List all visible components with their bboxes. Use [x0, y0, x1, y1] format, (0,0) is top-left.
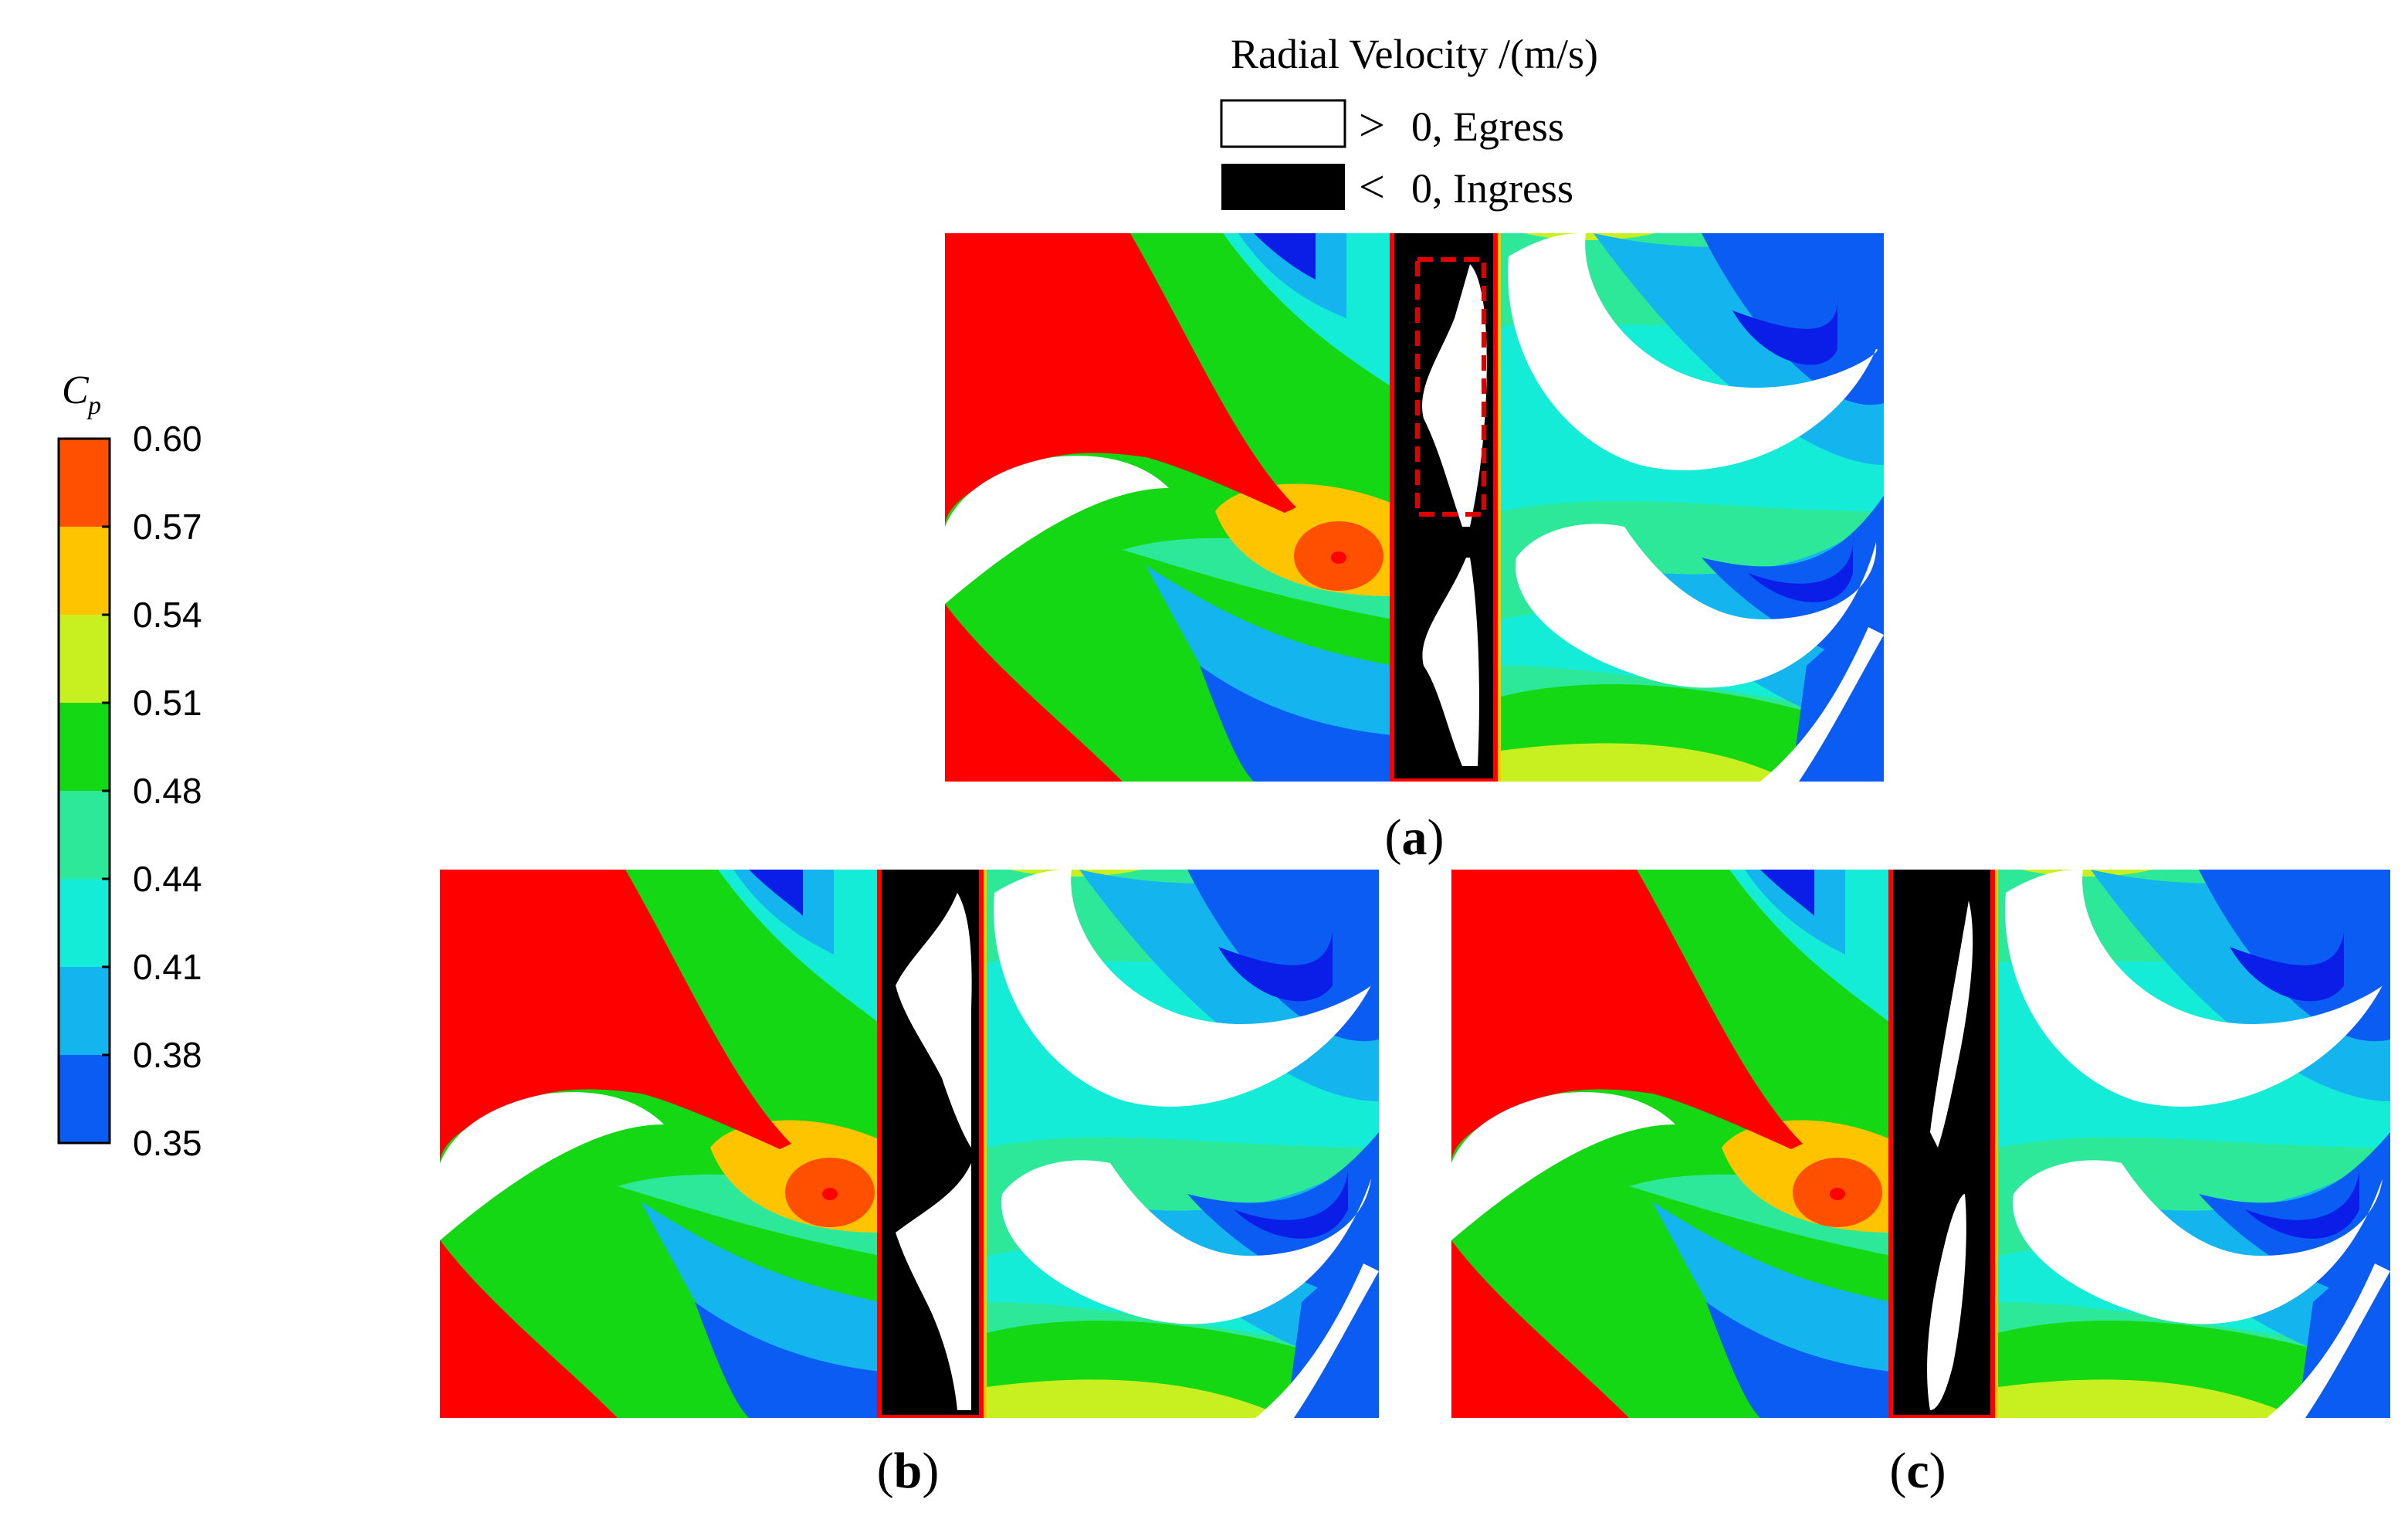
- rotor-blade-2: [1001, 1160, 1371, 1324]
- ingress-symbol: <: [1359, 161, 1385, 212]
- rotor-deepblue-upper: [2230, 931, 2344, 1002]
- egress-region: [1422, 264, 1487, 766]
- panel-c-label: (c): [1889, 1443, 1946, 1499]
- rotor-blade-3: [1760, 627, 1884, 782]
- panel-a-label: (a): [1385, 809, 1444, 866]
- colorbar-subscript: p: [86, 392, 101, 420]
- ingress-swatch: [1221, 164, 1345, 210]
- stator-vane-lower: [440, 1240, 618, 1418]
- gap-edge-warm: [1995, 870, 1998, 1418]
- stator-deep-blue-zone: [1706, 1302, 1892, 1418]
- colorbar-band: [59, 703, 110, 792]
- stator-vane-white: [1451, 1092, 1675, 1240]
- rotor-blade-3: [2267, 1263, 2390, 1418]
- gap-edge-right: [979, 870, 984, 1418]
- rotor-blue-lower: [2199, 1132, 2390, 1302]
- stator-upper-lightblue: [733, 870, 834, 955]
- stator-vane-white: [945, 456, 1169, 604]
- gap-edge-left: [877, 870, 882, 1418]
- stator-upper-lightblue: [1238, 233, 1346, 318]
- stator-deep-blue-zone: [695, 1302, 880, 1418]
- stator-vane-upper: [1451, 870, 1803, 1163]
- rotor-blue-upper: [1702, 233, 1884, 405]
- rotor-blade-1: [1508, 233, 1878, 470]
- colorbar-ticks: 0.60 0.57 0.54 0.51 0.48 0.44 0.41 0.38 0.35: [102, 419, 202, 1163]
- rotor-blue-lower: [1702, 496, 1884, 666]
- colorbar-tick-label: 0.48: [133, 771, 202, 811]
- rotor-blade-1: [2005, 870, 2383, 1107]
- egress-symbol: >: [1359, 100, 1385, 151]
- stator-upper-deepblue: [1254, 233, 1316, 280]
- stator-vane-lower: [1451, 1240, 1629, 1418]
- colorbar-tick-label: 0.35: [133, 1123, 202, 1163]
- colorbar-tick-label: 0.44: [133, 859, 202, 899]
- egress-label: 0, Egress: [1411, 103, 1564, 150]
- stator-peak-zone: [822, 1188, 838, 1200]
- ingress-label: 0, Ingress: [1411, 165, 1573, 212]
- stator-vane-white: [440, 1092, 664, 1240]
- colorbar-tick-label: 0.60: [133, 419, 202, 459]
- rotor-blade-2: [2013, 1160, 2383, 1324]
- stator-peak-zone: [1331, 551, 1346, 564]
- gap-edge-left: [1888, 870, 1893, 1418]
- gap-edge-right: [1493, 233, 1498, 782]
- colorbar-tick-label: 0.41: [133, 947, 202, 987]
- rotor-blade-1: [994, 870, 1372, 1107]
- colorbar-band: [59, 791, 110, 880]
- egress-region: [1927, 900, 1973, 1410]
- colorbar-band: [59, 967, 110, 1056]
- highlight-box: [1415, 257, 1486, 517]
- rotor-deepblue-lower: [2245, 1171, 2359, 1239]
- rotor-deepblue-upper: [1218, 931, 1333, 1002]
- stator-upper-deepblue: [1760, 870, 1814, 916]
- colorbar-band: [59, 615, 110, 704]
- rotor-blue-upper: [1187, 870, 1379, 1042]
- rotor-yellowgreen-band: [987, 1379, 1286, 1418]
- gap-edge-warm: [984, 870, 987, 1418]
- egress-region: [896, 893, 972, 1410]
- stator-upper-deepblue: [749, 870, 803, 916]
- radial-velocity-legend: Radial Velocity /(m/s) > 0, Egress < 0, …: [1220, 31, 1598, 212]
- rotor-blue-lower: [1187, 1132, 1379, 1302]
- gap-edge-right: [1990, 870, 1995, 1418]
- colorbar-tick-label: 0.57: [133, 507, 202, 547]
- colorbar-band: [59, 1055, 110, 1144]
- radial-velocity-title: Radial Velocity /(m/s): [1231, 31, 1598, 77]
- stator-peak-zone: [1830, 1188, 1845, 1200]
- rotor-deepblue-upper: [1732, 295, 1838, 365]
- egress-swatch: [1220, 99, 1346, 148]
- cp-colorbar: C p 0.60 0.57 0.54 0.51 0.48 0.44 0.41 0.38 0.35: [57, 368, 202, 1163]
- stator-deep-blue-zone: [1200, 666, 1393, 782]
- colorbar-band: [59, 439, 110, 527]
- stator-upper-cyan: [1223, 233, 1393, 388]
- rotor-yellowgreen-band: [1501, 743, 1791, 782]
- panel-c: [1451, 870, 2390, 1418]
- rotor-blade-2: [1516, 524, 1877, 688]
- stator-vane-upper: [440, 870, 791, 1163]
- rotor-blue-upper: [2199, 870, 2390, 1042]
- rotor-deepblue-lower: [1234, 1171, 1348, 1239]
- panel-a: [945, 233, 1884, 782]
- stator-upper-cyan: [718, 870, 880, 1024]
- gap-edge-left: [1390, 233, 1394, 782]
- colorbar-tick-label: 0.51: [133, 683, 202, 723]
- colorbar-bands: [59, 439, 110, 1144]
- rotor-blade-3: [1255, 1263, 1379, 1418]
- colorbar-tick-label: 0.54: [133, 595, 202, 635]
- colorbar-symbol: C: [62, 368, 90, 412]
- panel-b: [440, 870, 1379, 1418]
- colorbar-tick-label: 0.38: [133, 1035, 202, 1075]
- stator-vane-lower: [945, 604, 1123, 782]
- gap-edge-warm: [1498, 233, 1501, 782]
- colorbar-band: [59, 879, 110, 968]
- colorbar-band: [59, 527, 110, 616]
- rotor-yellowgreen-band: [1998, 1379, 2298, 1418]
- panel-b-label: (b): [877, 1443, 940, 1499]
- stator-vane-upper: [945, 233, 1296, 527]
- stator-upper-lightblue: [1745, 870, 1845, 955]
- stator-upper-cyan: [1729, 870, 1892, 1024]
- rotor-deepblue-lower: [1748, 534, 1854, 602]
